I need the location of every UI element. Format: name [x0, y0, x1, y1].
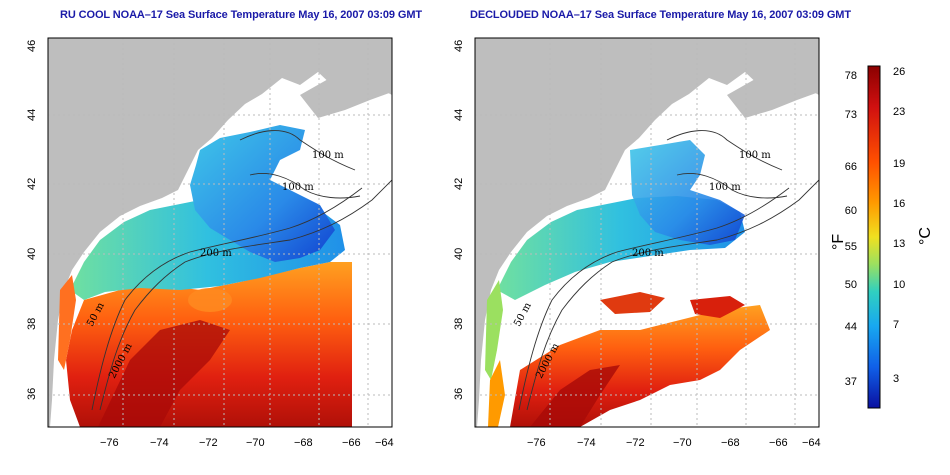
left-y-tick: 44	[26, 109, 38, 121]
right-y-tick: 44	[453, 109, 465, 121]
colorbar: 78 73 66 60 55 50 44 37 26 23 19 16 13 1…	[830, 65, 934, 409]
left-chesapeake	[58, 275, 76, 370]
left-x-tick: −76	[100, 437, 119, 449]
left-warm-eddy	[188, 288, 232, 312]
left-label-100m-b: 100 m	[282, 182, 314, 193]
right-x-tick: −74	[577, 437, 596, 449]
left-x-tick: −64	[375, 437, 394, 449]
right-map-panel: 100 m 100 m 200 m 50 m 2000 m	[474, 37, 820, 428]
right-coastal-warm	[488, 360, 505, 427]
left-y-tick: 46	[26, 40, 38, 52]
right-label-100m-a: 100 m	[739, 150, 771, 161]
right-map-frame	[474, 37, 820, 428]
fahrenheit-tick: 73	[845, 109, 857, 121]
right-warm-patch-2	[690, 296, 745, 318]
fahrenheit-tick: 60	[845, 205, 857, 217]
right-x-tick: −70	[673, 437, 692, 449]
celsius-tick: 7	[893, 319, 899, 331]
left-x-tick: −72	[199, 437, 218, 449]
celsius-tick: 26	[893, 66, 905, 78]
celsius-tick: 23	[893, 106, 905, 118]
left-y-tick: 40	[26, 248, 38, 260]
right-x-tick: −66	[769, 437, 788, 449]
celsius-unit-label: °C	[917, 227, 934, 245]
right-x-tick: −72	[626, 437, 645, 449]
right-y-axis: 36 38 40 42 44 46	[453, 40, 465, 400]
left-y-tick: 36	[26, 388, 38, 400]
fahrenheit-tick: 37	[845, 376, 857, 388]
fahrenheit-tick: 78	[845, 70, 857, 82]
left-grid	[48, 38, 392, 427]
left-contours	[91, 130, 392, 411]
right-label-100m-b: 100 m	[709, 182, 741, 193]
right-y-tick: 42	[453, 178, 465, 190]
right-coastal-strip	[485, 280, 503, 380]
right-y-tick: 38	[453, 318, 465, 330]
right-contours	[518, 130, 819, 411]
right-warm-core	[530, 365, 620, 427]
left-warm-core	[98, 320, 230, 427]
left-x-tick: −68	[294, 437, 313, 449]
fahrenheit-tick: 55	[845, 241, 857, 253]
right-cool-water	[630, 140, 745, 245]
left-x-tick: −74	[150, 437, 169, 449]
colorbar-fahrenheit-ticks: 78 73 66 60 55 50 44 37	[845, 70, 857, 388]
left-y-tick: 42	[26, 178, 38, 190]
left-land	[48, 38, 392, 427]
celsius-tick: 19	[893, 158, 905, 170]
fahrenheit-tick: 50	[845, 279, 857, 291]
right-y-tick: 36	[453, 388, 465, 400]
left-y-tick: 38	[26, 318, 38, 330]
right-x-tick: −68	[721, 437, 740, 449]
right-land	[475, 38, 819, 427]
right-grid	[475, 38, 819, 427]
left-map-title: RU COOL NOAA–17 Sea Surface Temperature …	[60, 9, 423, 21]
right-warm-patch-1	[600, 292, 665, 314]
fahrenheit-unit-label: °F	[830, 234, 847, 250]
left-map-frame	[47, 37, 393, 428]
celsius-tick: 16	[893, 198, 905, 210]
colorbar-celsius-ticks: 26 23 19 16 13 10 7 3	[893, 66, 905, 385]
left-x-tick: −70	[246, 437, 265, 449]
left-map-panel: 100 m 100 m 200 m 50 m 2000 m	[47, 37, 393, 428]
celsius-tick: 3	[893, 373, 899, 385]
fahrenheit-tick: 66	[845, 161, 857, 173]
right-map-title: DECLOUDED NOAA–17 Sea Surface Temperatur…	[470, 9, 851, 21]
right-nova-scotia	[727, 66, 819, 118]
celsius-tick: 10	[893, 279, 905, 291]
right-x-tick: −64	[802, 437, 821, 449]
left-label-200m: 200 m	[200, 248, 232, 259]
right-y-tick: 46	[453, 40, 465, 52]
left-label-100m-a: 100 m	[312, 150, 344, 161]
right-x-tick: −76	[527, 437, 546, 449]
left-y-axis: 36 38 40 42 44 46	[26, 40, 38, 400]
left-x-axis: −76 −74 −72 −70 −68 −66 −64	[100, 437, 394, 449]
fahrenheit-tick: 44	[845, 321, 857, 333]
celsius-tick: 13	[893, 238, 905, 250]
left-x-tick: −66	[342, 437, 361, 449]
right-y-tick: 40	[453, 248, 465, 260]
left-nova-scotia	[300, 66, 392, 118]
right-label-200m: 200 m	[632, 248, 664, 259]
left-cool-water	[190, 125, 335, 262]
colorbar-gradient	[867, 65, 881, 409]
right-x-axis: −76 −74 −72 −70 −68 −66 −64	[527, 437, 821, 449]
